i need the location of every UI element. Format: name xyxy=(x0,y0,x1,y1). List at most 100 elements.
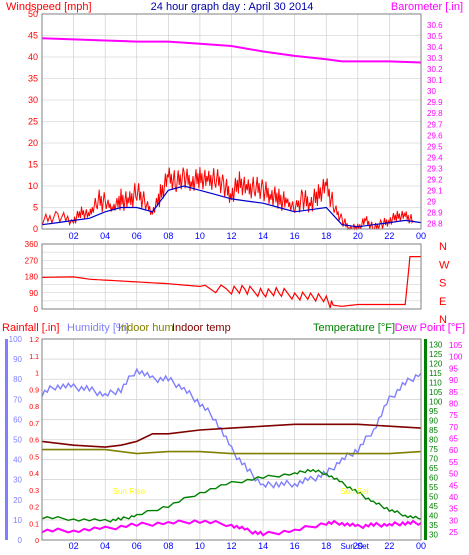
temperature-axis-bar xyxy=(424,339,427,540)
dew-tick-label: 75 xyxy=(449,411,458,420)
wind-hour-label: 18 xyxy=(321,231,331,241)
humidity-tick-label: 70 xyxy=(13,395,22,404)
dew-tick-label: 30 xyxy=(449,516,458,525)
humidity-tick-label: 30 xyxy=(13,476,22,485)
wind-tick-label: 40 xyxy=(28,52,38,62)
temp-tick-label: 105 xyxy=(429,388,443,397)
temp-tick-label: 85 xyxy=(429,426,438,435)
baro-tick-label: 29.4 xyxy=(427,153,443,162)
wind-hour-label: 04 xyxy=(100,231,110,241)
temperature-series xyxy=(41,468,422,523)
baro-tick-label: 30.2 xyxy=(427,65,443,74)
humidity-series xyxy=(41,367,422,489)
wind-tick-label: 35 xyxy=(28,74,38,84)
wind-hour-label: 22 xyxy=(384,231,394,241)
rain-tick-label: 0.1 xyxy=(29,521,39,528)
temp-hour-label: 10 xyxy=(195,541,205,551)
temp-tick-label: 65 xyxy=(429,464,438,473)
temp-panel-frame xyxy=(41,338,422,541)
temp-hour-label: 14 xyxy=(258,541,268,551)
baro-tick-label: 29.3 xyxy=(427,164,443,173)
wind-hour-label: 06 xyxy=(132,231,142,241)
humidity-tick-label: 90 xyxy=(13,355,22,364)
indoor-temp-series xyxy=(41,423,422,448)
rain-tick-label: 0.8 xyxy=(29,404,39,411)
dew-tick-label: 105 xyxy=(449,341,463,350)
temp-tick-label: 55 xyxy=(429,483,438,492)
indoor-hum-label: Indoor hum xyxy=(118,322,174,334)
temp-hour-label: 00 xyxy=(416,541,426,551)
wind-tick-label: 15 xyxy=(28,160,38,170)
wind-hour-label: 08 xyxy=(163,231,173,241)
direction-panel-frame xyxy=(41,243,422,310)
sun-set-axis-label: Sun Set xyxy=(340,542,369,551)
baro-tick-label: 30 xyxy=(427,87,436,96)
baro-tick-label: 30.5 xyxy=(427,32,443,41)
humidity-axis-label: Humidity [%] xyxy=(67,322,129,334)
temp-hour-label: 04 xyxy=(100,541,110,551)
wind-tick-label: 20 xyxy=(28,138,38,148)
baro-tick-label: 30.1 xyxy=(427,76,443,85)
temp-tick-label: 125 xyxy=(429,350,443,359)
temp-hour-label: 16 xyxy=(290,541,300,551)
wind-direction-series xyxy=(41,256,421,309)
wind-tick-label: 30 xyxy=(28,95,38,105)
direction-tick-label: 270 xyxy=(25,256,39,265)
dew-tick-label: 60 xyxy=(449,446,458,455)
baro-tick-label: 29.9 xyxy=(427,98,443,107)
wind-tick-label: 45 xyxy=(28,31,38,41)
wind-hour-label: 10 xyxy=(195,231,205,241)
temp-tick-label: 120 xyxy=(429,360,443,369)
wind-hour-label: 12 xyxy=(226,231,236,241)
temp-tick-label: 40 xyxy=(429,511,438,520)
barometer-axis-label: Barometer [.in] xyxy=(391,1,463,13)
humidity-tick-label: 80 xyxy=(13,375,22,384)
temp-hour-label: 22 xyxy=(384,541,394,551)
compass-label: S xyxy=(439,278,446,290)
baro-tick-label: 29.8 xyxy=(427,109,443,118)
compass-label: W xyxy=(439,259,450,271)
wind-tick-label: 0 xyxy=(33,224,38,234)
direction-tick-label: 0 xyxy=(34,305,39,314)
dew-tick-label: 65 xyxy=(449,435,458,444)
rain-tick-label: 0.2 xyxy=(29,505,39,512)
indoor-hum-series xyxy=(42,448,422,455)
rain-tick-label: 0.3 xyxy=(29,488,39,495)
barometer-series xyxy=(41,37,422,64)
temp-hour-label: 18 xyxy=(321,541,331,551)
baro-tick-label: 30.4 xyxy=(427,43,443,52)
temp-hour-label: 08 xyxy=(163,541,173,551)
baro-tick-label: 28.9 xyxy=(427,208,443,217)
baro-tick-label: 29.1 xyxy=(427,186,443,195)
temp-hour-label: 12 xyxy=(226,541,236,551)
temp-tick-label: 110 xyxy=(429,379,442,388)
dew-point-series xyxy=(41,519,422,537)
wind-tick-label: 10 xyxy=(28,181,38,191)
baro-tick-label: 29.7 xyxy=(427,120,443,129)
humidity-axis-bar xyxy=(5,339,8,540)
dew-tick-label: 35 xyxy=(449,505,458,514)
humidity-tick-label: 0 xyxy=(18,536,23,545)
wind-hour-label: 16 xyxy=(290,231,300,241)
dew-tick-label: 85 xyxy=(449,388,458,397)
wind-tick-label: 25 xyxy=(28,117,38,127)
windspeed-series xyxy=(41,167,414,231)
temp-tick-label: 35 xyxy=(429,521,438,530)
direction-tick-label: 90 xyxy=(29,289,38,298)
rain-tick-label: 0.4 xyxy=(29,471,39,478)
dew-tick-label: 70 xyxy=(449,423,458,432)
direction-tick-label: 360 xyxy=(25,240,39,249)
dew-tick-label: 55 xyxy=(449,458,458,467)
temp-tick-label: 130 xyxy=(429,341,443,350)
rain-tick-label: 0.7 xyxy=(29,421,39,428)
windspeed-axis-label: Windspeed [mph] xyxy=(6,1,92,13)
temp-tick-label: 80 xyxy=(429,436,438,445)
dew-tick-label: 100 xyxy=(449,353,463,362)
temp-tick-label: 100 xyxy=(429,398,443,407)
dew-point-axis-label: Dew Point [°F] xyxy=(395,322,465,334)
temp-tick-label: 95 xyxy=(429,407,438,416)
humidity-tick-label: 50 xyxy=(13,436,22,445)
temp-tick-label: 50 xyxy=(429,492,438,501)
humidity-tick-label: 100 xyxy=(9,335,23,344)
